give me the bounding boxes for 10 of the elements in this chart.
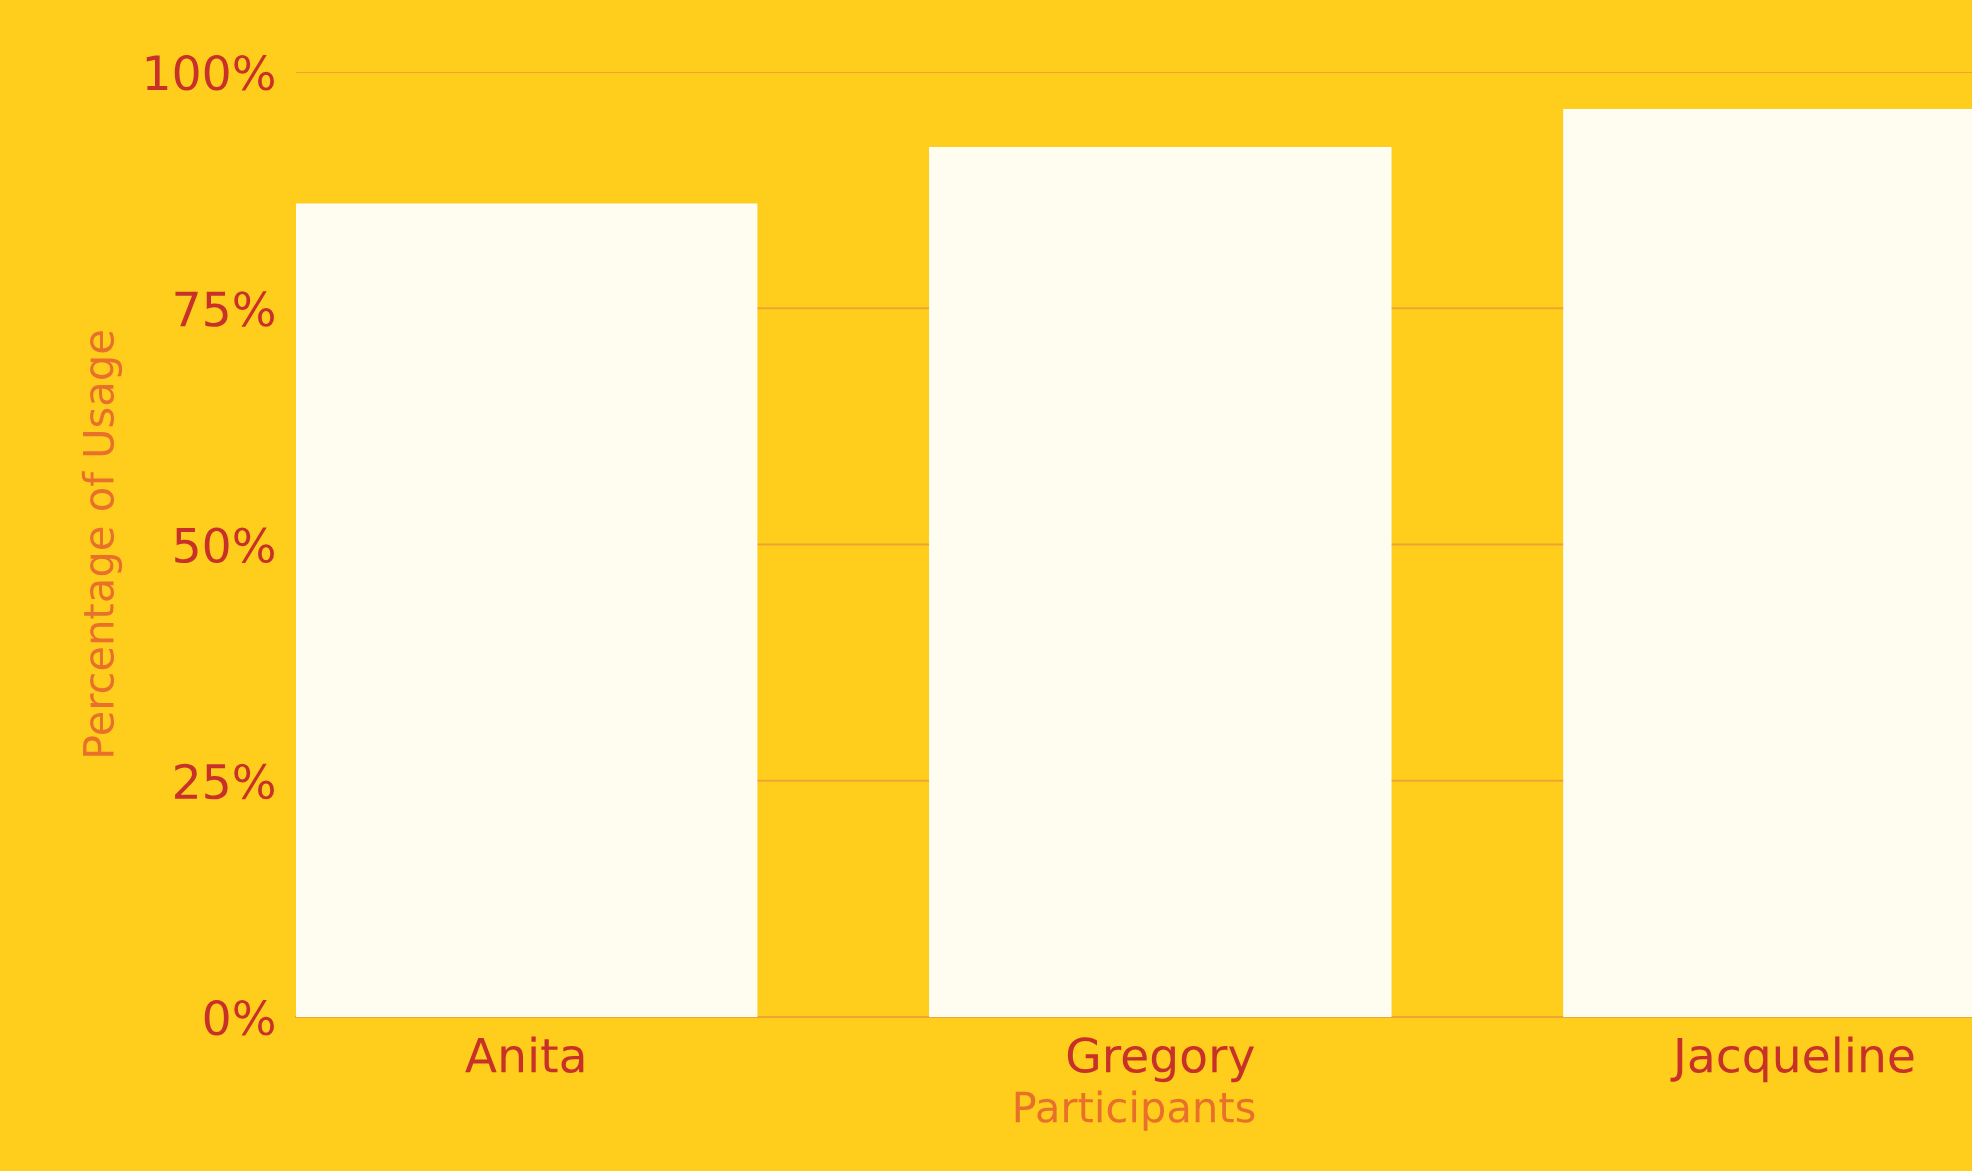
x-axis-title: Participants bbox=[1015, 1090, 1255, 1131]
y-tick-label: 0% bbox=[204, 999, 274, 1036]
y-tick-label: 50% bbox=[175, 527, 274, 564]
y-tick-label: 100% bbox=[146, 54, 274, 91]
x-tick-label: Anita bbox=[465, 1036, 584, 1073]
x-tick-label: Jacqueline bbox=[1670, 1036, 1914, 1083]
y-tick-label: 25% bbox=[175, 763, 274, 800]
x-tick-label: Gregory bbox=[1067, 1037, 1255, 1083]
y-axis-title: Percentage of Usage bbox=[81, 331, 123, 756]
y-tick-label: 75% bbox=[175, 291, 274, 327]
